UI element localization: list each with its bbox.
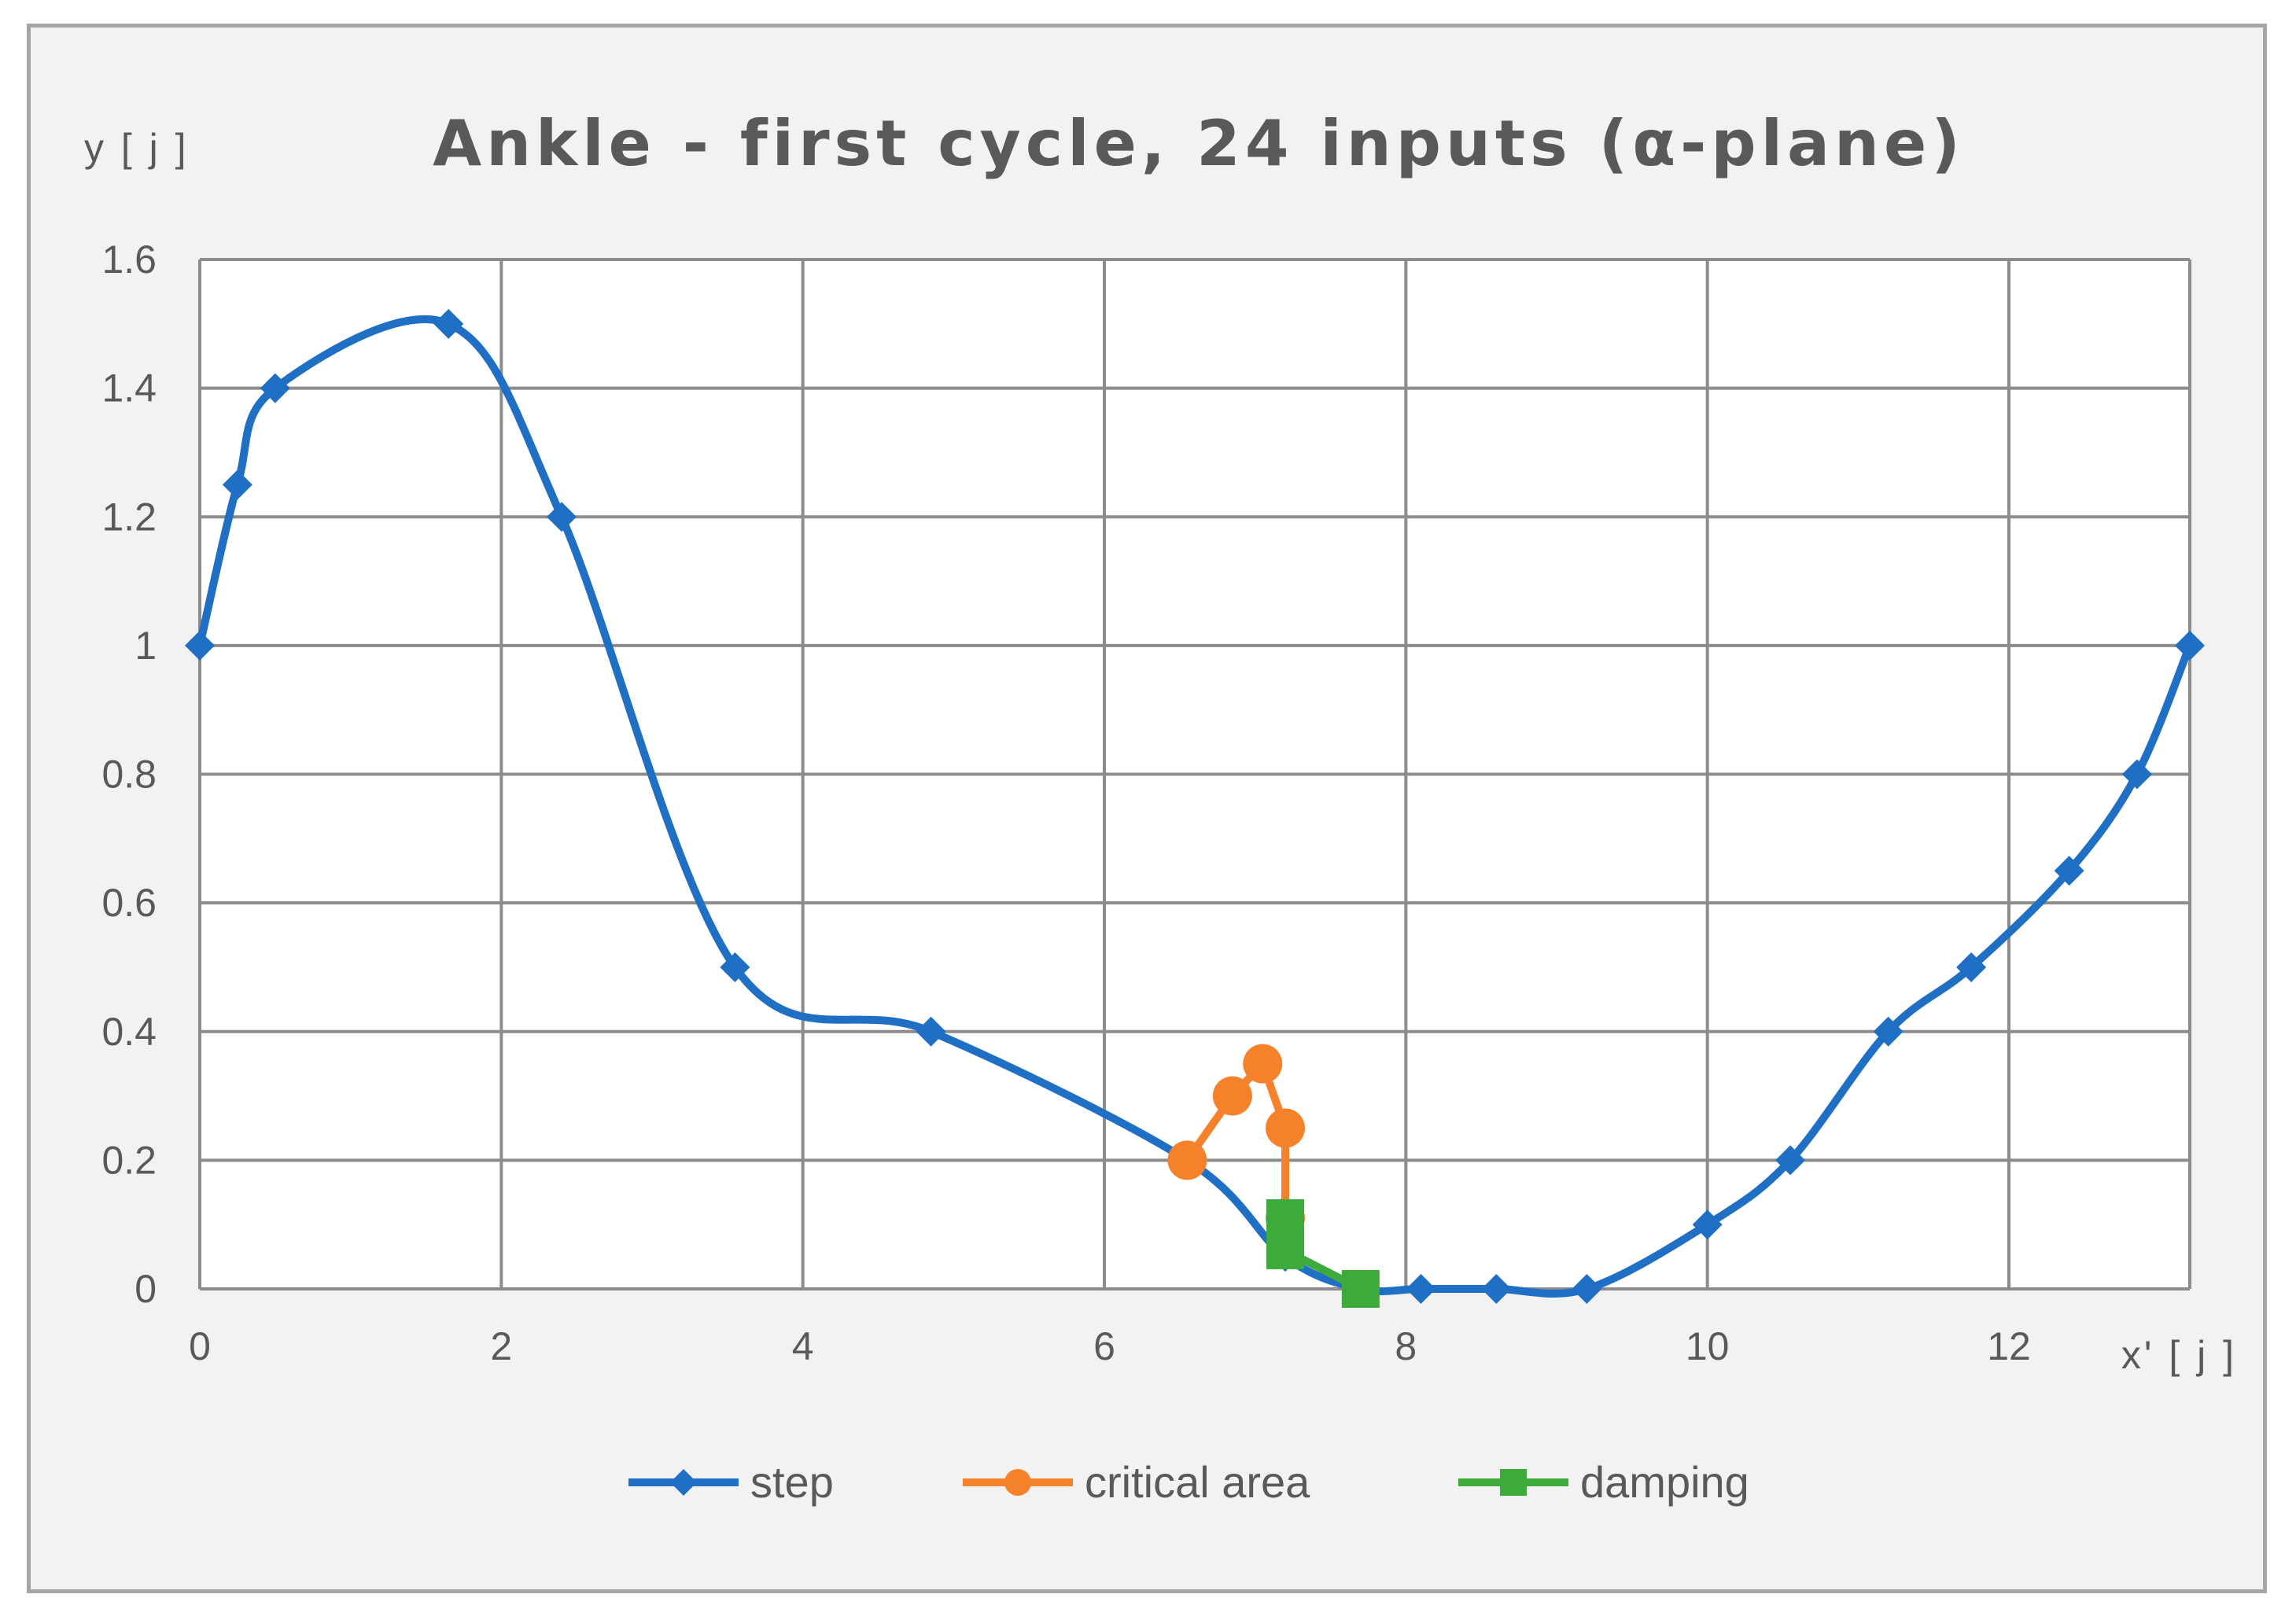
y-axis-label: y [ j ] [84,126,190,170]
data-point [1572,1274,1602,1304]
legend-label: critical area [1085,1457,1310,1507]
y-tick-label: 1.2 [101,495,157,539]
data-point [1341,1270,1380,1308]
legend: step critical area damping [628,1457,1749,1507]
data-point [1243,1044,1283,1084]
data-point [916,1016,946,1047]
legend-swatch-marker [1500,1469,1527,1496]
chart-frame: Ankle - first cycle, 24 inputs (α-plane)… [27,24,2267,1593]
x-tick-label: 12 [1987,1324,2031,1368]
data-point [1775,1145,1806,1176]
data-point [1167,1140,1207,1180]
data-point [2121,759,2152,790]
grid [198,258,2191,1290]
y-tick-label: 0.4 [101,1010,157,1054]
x-tick-label: 4 [792,1324,814,1368]
x-tick-label: 10 [1686,1324,1730,1368]
data-point [1212,1076,1252,1116]
series-damping [1266,1199,1380,1308]
data-point [1692,1209,1723,1240]
y-tick-label: 1.6 [101,237,157,282]
y-tick-label: 0 [135,1267,157,1311]
data-point [1266,1231,1304,1269]
tick-labels: 0 2 4 6 8 10 12 0 0.2 0.4 0.6 0.8 1 1.2 1.4 1.6 [101,237,2030,1368]
legend-label: damping [1580,1457,1749,1507]
y-tick-label: 1 [135,624,157,668]
legend-item: step [628,1457,834,1507]
chart-canvas: Ankle - first cycle, 24 inputs (α-plane)… [84,107,2237,1507]
x-axis-label: x' [ j ] [2121,1333,2237,1377]
x-tick-label: 8 [1395,1324,1417,1368]
legend-swatch-marker [1004,1469,1031,1496]
data-point [222,469,252,500]
y-tick-label: 1.4 [101,366,157,411]
data-point [1481,1274,1512,1304]
data-point [2054,856,2084,886]
data-point [1266,1199,1304,1238]
legend-item: critical area [963,1457,1310,1507]
data-point [1406,1274,1436,1304]
legend-label: step [750,1457,834,1507]
legend-item: damping [1458,1457,1749,1507]
data-point [1266,1108,1305,1148]
series-layer [185,308,2205,1308]
x-tick-label: 6 [1093,1324,1115,1368]
data-point [260,373,290,403]
y-tick-label: 0.2 [101,1138,157,1182]
y-tick-label: 0.8 [101,753,157,797]
data-point [1956,952,1987,982]
chart-title: Ankle - first cycle, 24 inputs (α-plane) [433,107,1965,180]
data-point [720,952,750,982]
x-tick-label: 2 [490,1324,512,1368]
y-tick-label: 0.6 [101,881,157,925]
x-tick-label: 0 [189,1324,211,1368]
data-point [1873,1016,1904,1047]
data-point [2175,630,2205,661]
legend-swatch-marker [670,1469,697,1496]
data-point [185,630,215,661]
data-point [547,502,577,532]
data-point [433,308,464,339]
